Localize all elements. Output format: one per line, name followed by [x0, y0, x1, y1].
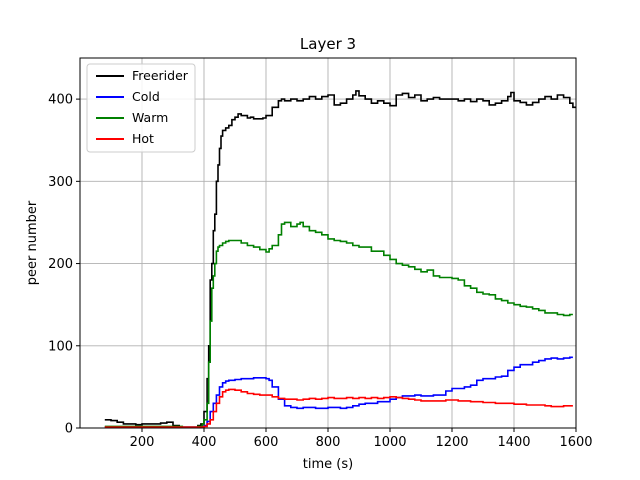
y-tick-label: 300	[48, 175, 73, 190]
x-tick-label: 1600	[559, 435, 592, 450]
y-tick-label: 0	[65, 422, 73, 437]
legend-label-cold: Cold	[132, 89, 160, 104]
legend-box	[86, 63, 196, 153]
series-line-warm	[104, 221, 573, 428]
y-tick-label: 200	[48, 257, 73, 272]
chart-title: Layer 3	[300, 35, 356, 53]
x-tick-label: 400	[192, 435, 217, 450]
legend-label-warm: Warm	[132, 110, 168, 125]
y-axis-label: peer number	[25, 200, 40, 285]
x-tick-label: 1200	[435, 435, 468, 450]
x-tick-label: 1000	[373, 435, 406, 450]
series-layer	[104, 90, 576, 428]
x-tick-label: 1400	[497, 435, 530, 450]
x-tick-label: 600	[254, 435, 279, 450]
legend-label-freerider: Freerider	[132, 68, 189, 83]
x-tick-label: 800	[316, 435, 341, 450]
x-axis-label: time (s)	[303, 457, 353, 472]
series-line-cold	[104, 356, 573, 428]
y-axis: 0 100 200 300 400	[48, 93, 80, 437]
x-axis: 200 400 600 800 1000 1200 1400 1600	[130, 428, 593, 450]
legend-label-hot: Hot	[132, 131, 154, 146]
x-tick-label: 200	[130, 435, 155, 450]
series-line-hot	[104, 388, 573, 428]
legend: Freerider Cold Warm Hot	[86, 63, 196, 153]
y-tick-label: 400	[48, 93, 73, 108]
y-tick-label: 100	[48, 339, 73, 354]
